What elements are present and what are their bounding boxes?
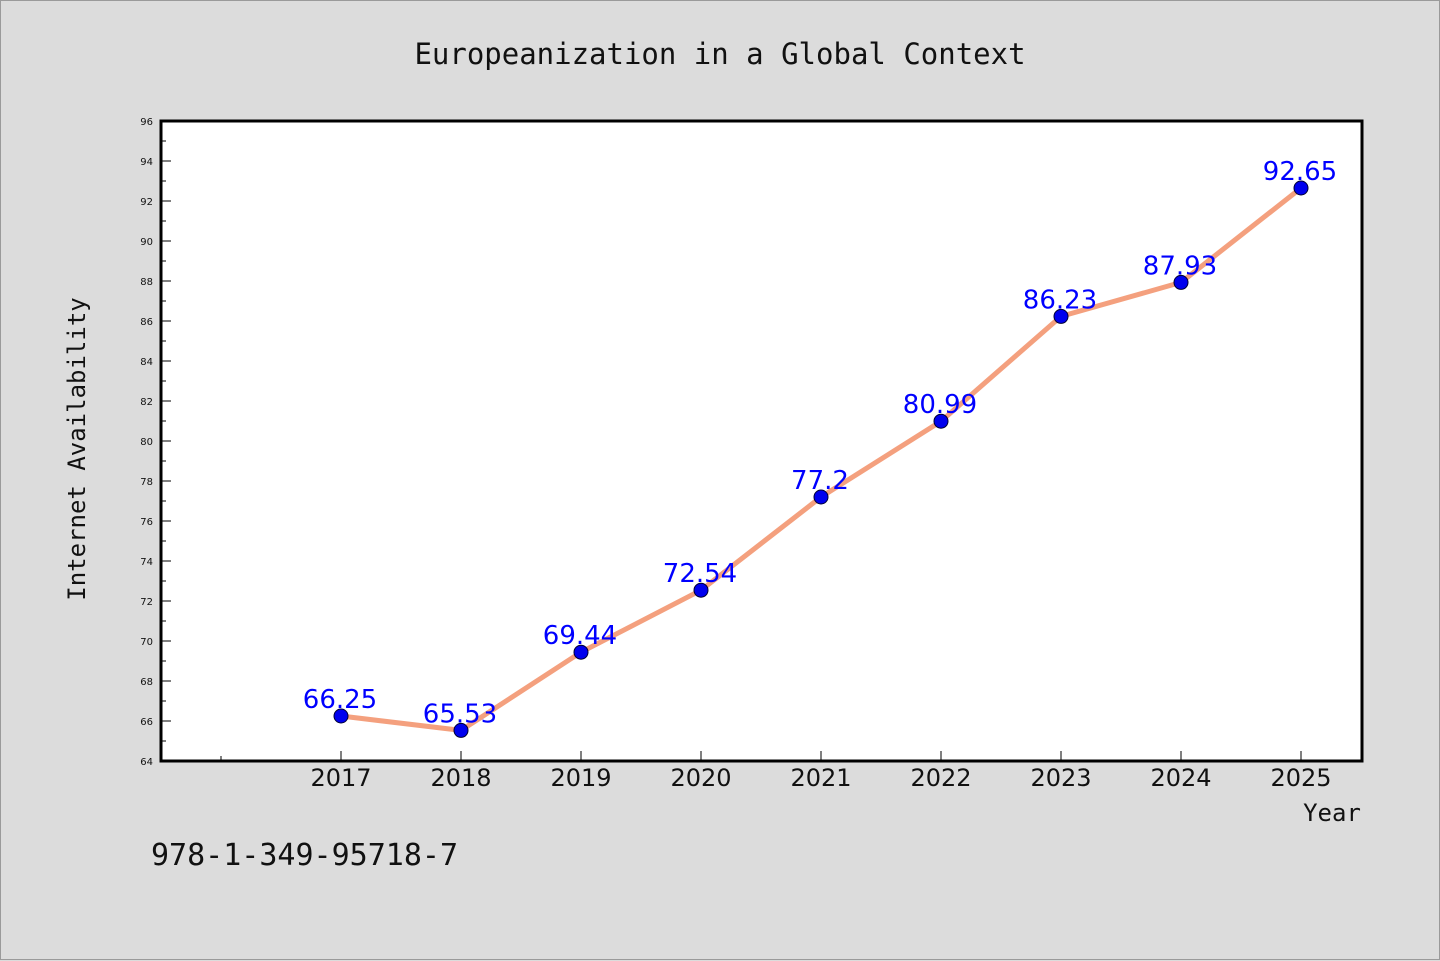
- y-axis: 64 66 68 70 72 74 76 78 80 82 84 86 88 90 92 94 96: [140, 117, 171, 768]
- y-tick-label: 82: [140, 397, 153, 408]
- y-tick-label: 72: [140, 597, 153, 608]
- y-tick-label: 84: [140, 357, 153, 368]
- y-tick-label: 68: [140, 677, 153, 688]
- y-tick-label: 94: [140, 157, 153, 168]
- y-tick-label: 76: [140, 517, 153, 528]
- x-tick-label: 2021: [790, 764, 851, 792]
- x-axis-label: Year: [1303, 799, 1361, 827]
- data-label: 72.54: [663, 559, 737, 589]
- y-tick-label: 90: [140, 237, 153, 248]
- x-tick-label: 2025: [1270, 764, 1331, 792]
- y-tick-label: 74: [140, 557, 153, 568]
- y-tick-label: 80: [140, 437, 153, 448]
- data-label: 77.2: [791, 466, 849, 496]
- x-tick-label: 2022: [910, 764, 971, 792]
- data-markers: [333, 180, 1309, 738]
- data-point: [813, 489, 829, 505]
- data-point: [1173, 274, 1189, 290]
- data-label: 65.53: [423, 699, 497, 729]
- x-tick-label: 2024: [1150, 764, 1211, 792]
- data-point: [933, 413, 949, 429]
- data-point: [1293, 180, 1309, 196]
- data-label: 80.99: [903, 390, 977, 420]
- y-tick-label: 88: [140, 277, 153, 288]
- y-tick-label: 86: [140, 317, 153, 328]
- y-tick-label: 70: [140, 637, 153, 648]
- data-label: 92.65: [1263, 157, 1337, 187]
- data-label: 66.25: [303, 685, 377, 715]
- data-point: [453, 722, 469, 738]
- x-tick-label: 2018: [430, 764, 491, 792]
- x-tick-label: 2019: [550, 764, 611, 792]
- y-tick-label: 78: [140, 477, 153, 488]
- data-point: [1053, 308, 1069, 324]
- plot-area: [159, 119, 1364, 763]
- data-point: [333, 708, 349, 724]
- x-tick-label: 2017: [310, 764, 371, 792]
- footer-isbn: 978-1-349-95718-7: [151, 838, 458, 873]
- x-tick-label: 2023: [1030, 764, 1091, 792]
- data-label: 69.44: [543, 621, 617, 651]
- data-point: [573, 644, 589, 660]
- y-axis-label: Internet Availability: [63, 297, 91, 600]
- y-tick-label: 66: [140, 717, 153, 728]
- data-label: 86.23: [1023, 285, 1097, 315]
- x-tick-label: 2020: [670, 764, 731, 792]
- x-axis: 2017 2018 2019 2020 2021 2022 2023 2024 2025: [220, 751, 1332, 792]
- data-point: [693, 582, 709, 598]
- data-labels: 66.25 65.53 69.44 72.54 77.2 80.99 86.23 87.93 9…: [303, 157, 1337, 729]
- y-tick-label: 96: [140, 117, 153, 128]
- y-tick-label: 64: [140, 757, 153, 768]
- chart-title: Europeanization in a Global Context: [414, 37, 1025, 71]
- y-tick-label: 92: [140, 197, 153, 208]
- data-label: 87.93: [1143, 251, 1217, 281]
